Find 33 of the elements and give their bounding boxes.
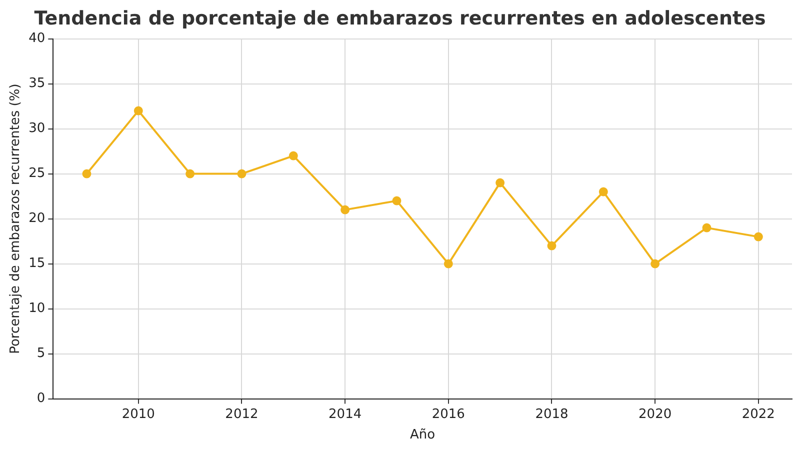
y-tick-label: 0: [36, 391, 46, 406]
y-tick-label: 30: [28, 121, 46, 136]
x-axis-title: Año: [410, 428, 436, 443]
x-tick-label: 2012: [225, 406, 258, 422]
y-tick-label: 10: [28, 301, 46, 316]
point: [702, 223, 712, 232]
x-tick-label: 2010: [122, 406, 155, 422]
point: [547, 241, 556, 250]
point: [82, 169, 92, 178]
x-tick-label: 2016: [432, 406, 465, 422]
point: [134, 106, 143, 116]
point: [186, 169, 195, 178]
point: [650, 259, 660, 268]
point: [288, 151, 298, 160]
x-tick-label: 2018: [535, 406, 568, 422]
x-tick-label: 2022: [742, 406, 775, 422]
y-tick-label: 20: [28, 211, 46, 226]
point: [340, 205, 350, 214]
point: [496, 178, 505, 188]
point: [392, 196, 402, 206]
x-tick-label: 2020: [638, 406, 672, 422]
point: [444, 259, 453, 268]
y-axis-title: Porcentaje de embarazos recurrentes (%): [8, 84, 24, 354]
y-tick-label: 40: [28, 31, 46, 46]
y-tick-label: 35: [28, 76, 46, 92]
y-tick-label: 5: [36, 346, 46, 362]
point: [754, 232, 763, 242]
y-tick-label: 25: [28, 166, 46, 182]
chart-title: Tendencia de porcentaje de embarazos recurrentes en adolescentes: [34, 7, 766, 30]
point: [598, 187, 608, 196]
y-tick-label: 15: [28, 256, 46, 272]
x-tick-label: 2014: [328, 406, 362, 422]
point: [237, 169, 246, 178]
